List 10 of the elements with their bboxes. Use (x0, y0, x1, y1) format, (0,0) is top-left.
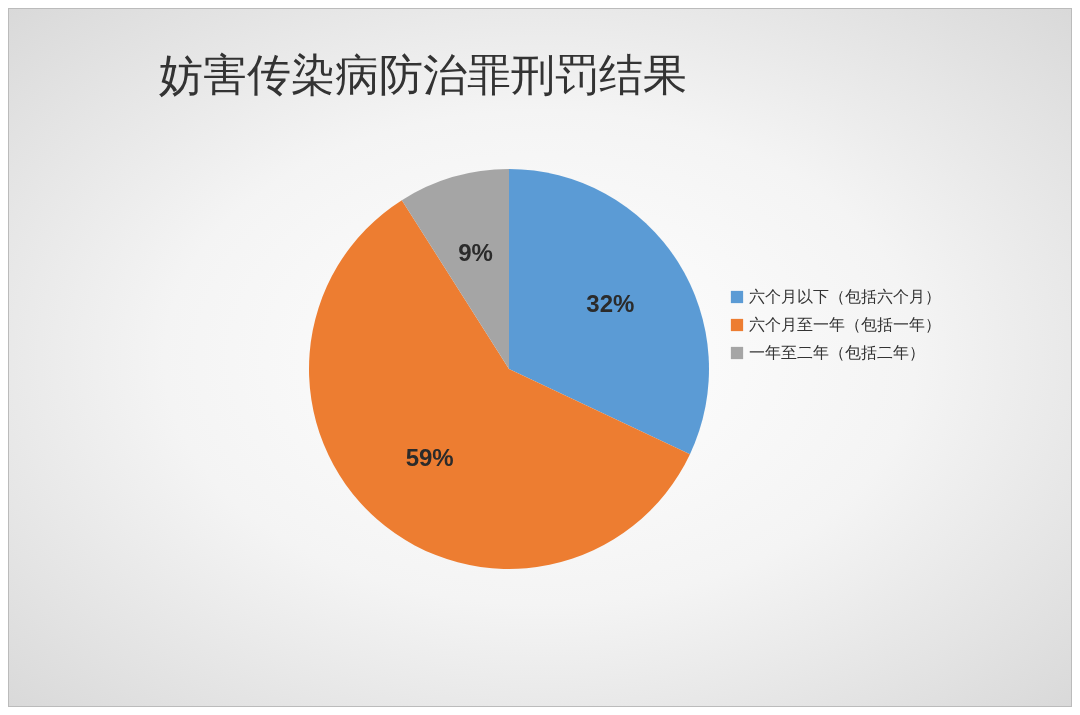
legend-label: 一年至二年（包括二年） (749, 343, 925, 362)
data-label: 59% (405, 444, 454, 472)
pie-slice (309, 200, 690, 569)
data-label: 32% (586, 289, 635, 317)
pie-slice (509, 169, 709, 455)
legend-label: 六个月以下（包括六个月） (749, 287, 941, 306)
data-label: 9% (458, 238, 493, 266)
pie-slice (401, 169, 509, 369)
chart-title: 妨害传染病防治罪刑罚结果 (159, 49, 687, 100)
legend-label: 六个月至一年（包括一年） (749, 315, 941, 334)
